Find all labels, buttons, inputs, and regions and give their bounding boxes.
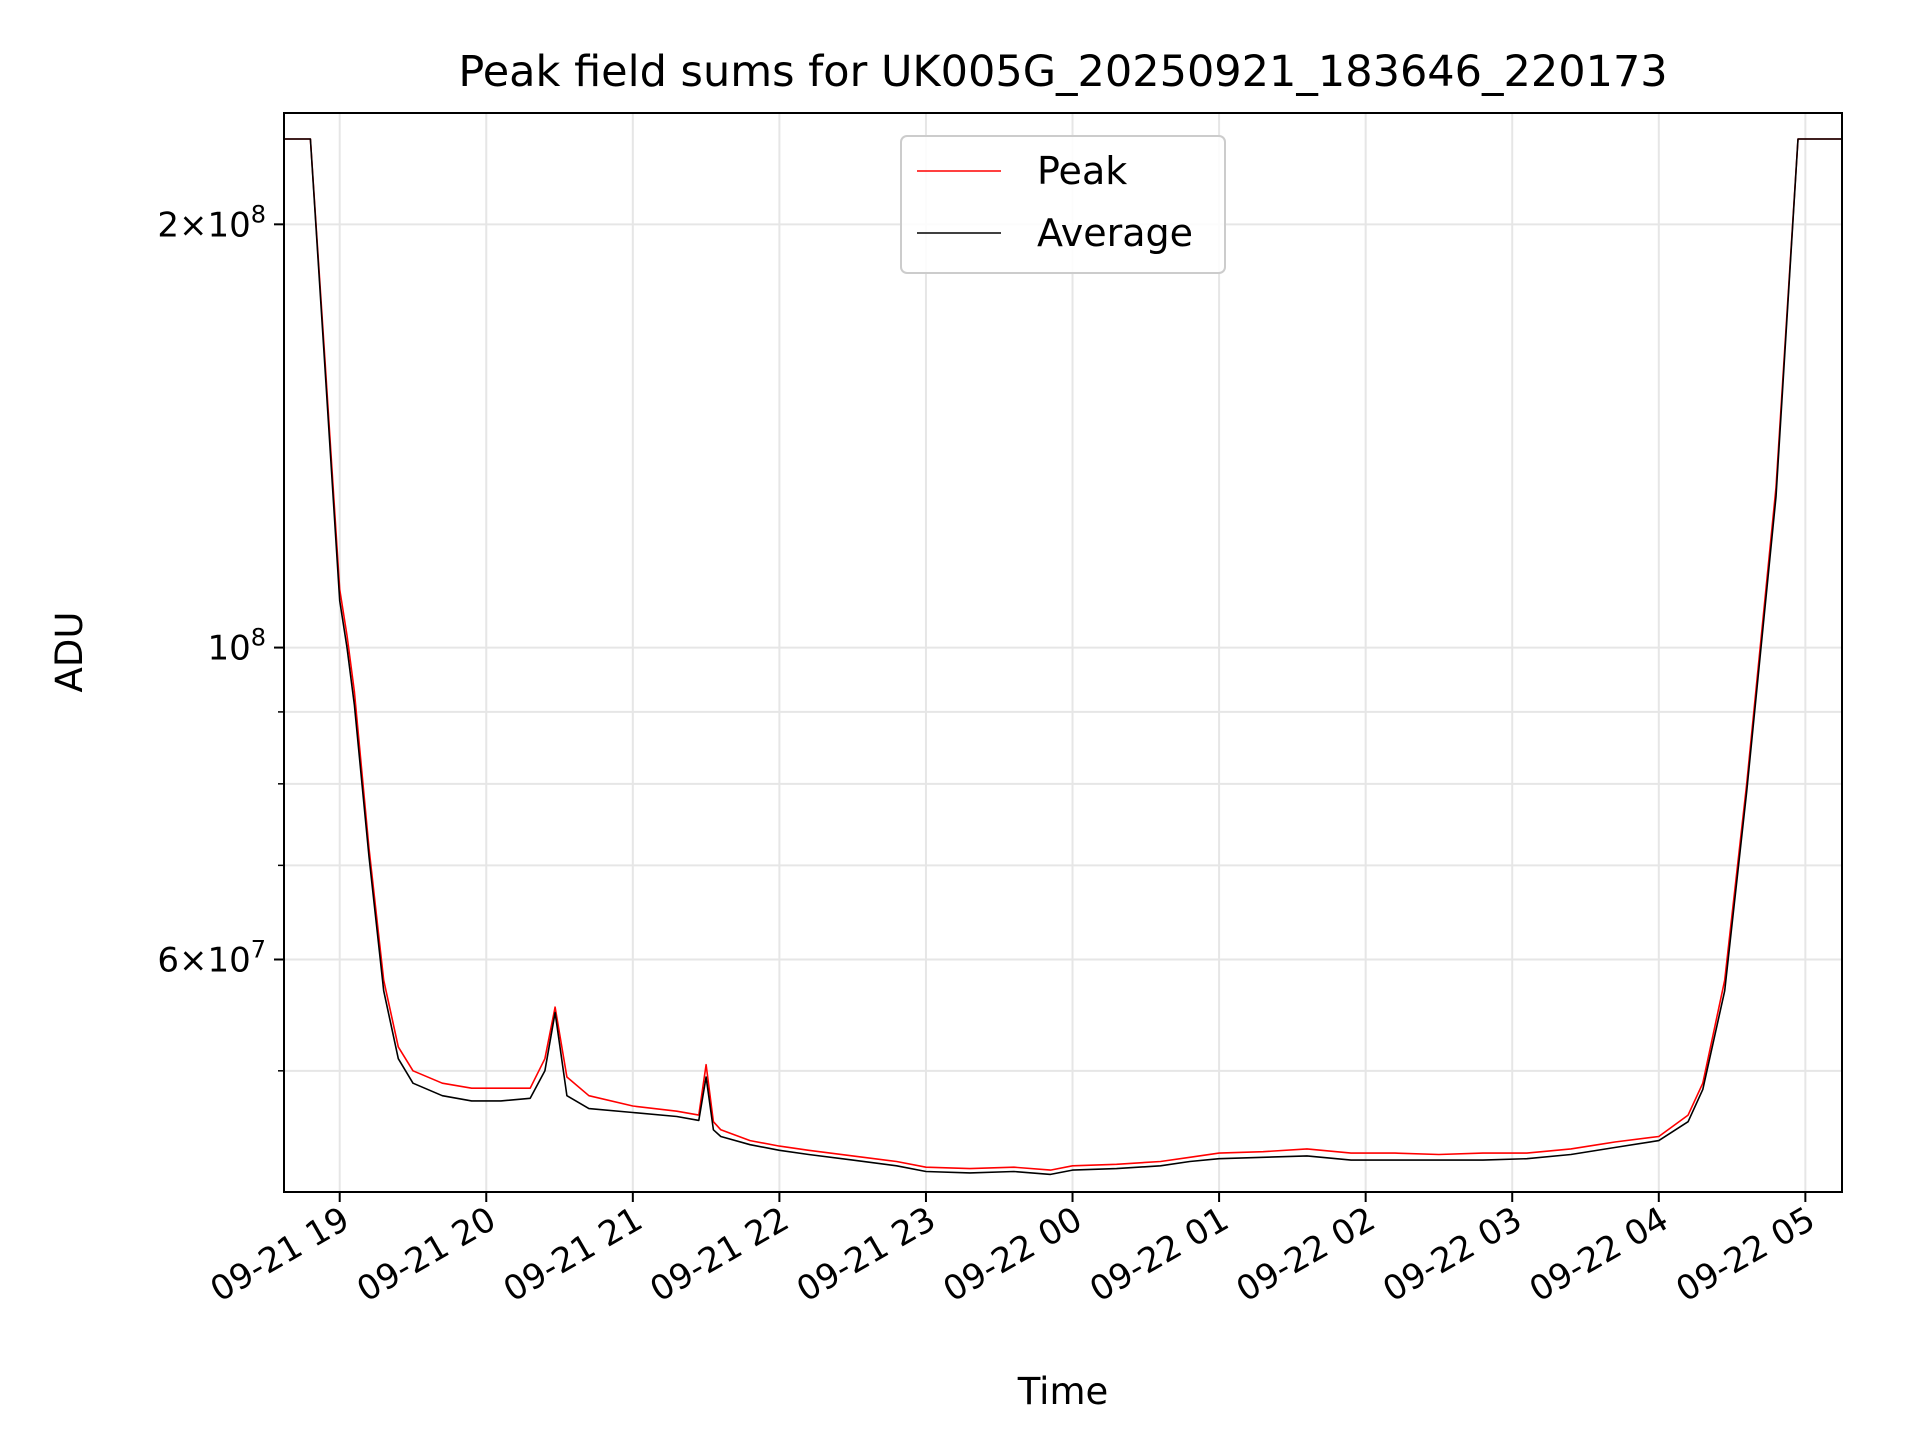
- x-tick-label: 09-22 05: [1669, 1199, 1821, 1310]
- x-tick-label: 09-22 01: [1083, 1199, 1235, 1310]
- legend-label-average: Average: [1037, 211, 1193, 255]
- plot-frame: [283, 112, 1843, 1193]
- y-tick-label: 2×108: [157, 200, 266, 245]
- series-line-average: [284, 138, 1842, 1176]
- series-layer: [284, 138, 1842, 1176]
- x-tick-label: 09-21 23: [790, 1199, 942, 1310]
- y-tick-label: 108: [207, 624, 266, 669]
- plot-background: [284, 113, 1842, 1192]
- chart-title: Peak field sums for UK005G_20250921_1836…: [458, 47, 1667, 97]
- legend-label-peak: Peak: [1037, 149, 1127, 193]
- x-tick-label: 09-22 02: [1230, 1199, 1382, 1310]
- x-tick-label: 09-22 04: [1523, 1199, 1675, 1310]
- y-axis-label: ADU: [48, 612, 91, 693]
- x-axis-label: Time: [1017, 1370, 1109, 1413]
- grid-layer: [284, 113, 1842, 1192]
- x-tick-label: 09-21 20: [350, 1199, 502, 1310]
- x-tick-label: 09-21 19: [204, 1199, 356, 1310]
- legend: Peak Average: [900, 135, 1226, 274]
- x-tick-label: 09-21 21: [497, 1199, 649, 1310]
- y-tick-label: 6×107: [157, 935, 266, 980]
- x-tick-label: 09-21 22: [644, 1199, 796, 1310]
- x-tick-label: 09-22 00: [937, 1199, 1089, 1310]
- x-tick-label: 09-22 03: [1376, 1199, 1528, 1310]
- series-line-peak: [284, 138, 1842, 1171]
